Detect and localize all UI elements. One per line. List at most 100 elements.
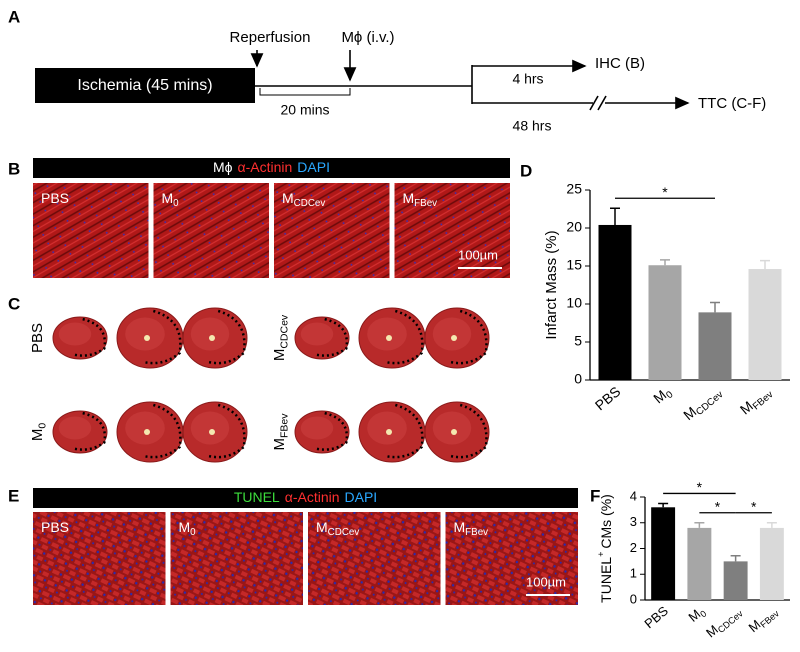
infarct-outline [385, 309, 424, 365]
lumen [144, 429, 150, 435]
label-sub: FBev [465, 527, 488, 538]
x-tick-label: PBS [592, 383, 624, 413]
bar [698, 312, 732, 380]
branch-2-time: 48 hrs [513, 118, 552, 134]
label-main: M [403, 190, 415, 206]
ischemia-block [35, 68, 255, 103]
bar [598, 224, 632, 380]
injection-label: Mϕ (i.v.) [341, 29, 394, 46]
significance-label: * [715, 498, 721, 514]
bar [648, 265, 682, 380]
label: PBS [41, 519, 69, 535]
heart-shade [300, 416, 334, 440]
heart-shade [432, 317, 472, 351]
micrograph [308, 512, 441, 605]
branch-2-target: TTC (C-F) [698, 95, 766, 112]
y-axis-label-sup: + [596, 552, 606, 557]
infarct-outline [316, 411, 349, 451]
label-main: M [454, 519, 466, 535]
micrograph [33, 183, 149, 278]
interval-bracket [259, 88, 351, 96]
y-axis-label-main: Infarct Mass (%) [543, 230, 560, 339]
error-bar [610, 207, 620, 225]
heart-shade [190, 411, 230, 445]
heart-shade [125, 411, 165, 445]
label-main: PBS [29, 323, 46, 353]
x-tick-sub: FBev [759, 608, 782, 630]
scale-bar-label: 100µm [458, 247, 498, 262]
x-tick-label: MCDCev [680, 383, 725, 425]
stain-header [33, 158, 510, 178]
y-tick-label: 25 [566, 181, 582, 197]
x-tick-main: PBS [592, 383, 624, 413]
lumen [144, 335, 150, 341]
y-tick-label: 5 [574, 333, 582, 349]
panel-label: E [8, 486, 19, 505]
label-main: M [316, 519, 328, 535]
label: MCDCev [282, 190, 325, 209]
heart-shade [367, 317, 407, 351]
panel-label: F [590, 486, 600, 505]
bar [723, 561, 748, 600]
significance-label: * [697, 479, 703, 495]
significance-label: * [662, 184, 668, 200]
micrograph [394, 183, 510, 278]
reperfusion-label: Reperfusion [230, 29, 311, 46]
connector [589, 95, 599, 111]
stain-name: DAPI [297, 159, 330, 175]
label-main: M [29, 429, 46, 442]
label-sub: CDCev [294, 198, 326, 209]
error-bar [766, 522, 777, 528]
micrograph [445, 512, 578, 605]
y-tick-label: 1 [630, 566, 637, 581]
infarct-outline [143, 403, 182, 459]
panel-label: C [8, 294, 20, 313]
stain-name: Mϕ [213, 159, 233, 175]
label: MFBev [454, 519, 489, 538]
panel-label: D [520, 161, 532, 180]
label-sub: 0 [36, 423, 48, 429]
label-sub: CDCev [278, 314, 290, 349]
branch-1-target: IHC (B) [595, 55, 645, 72]
x-tick-sub: 0 [664, 389, 676, 401]
label: M0 [162, 190, 180, 209]
label: MCDCev [316, 519, 359, 538]
label-main: M [162, 190, 174, 206]
y-tick-label: 20 [566, 219, 582, 235]
lumen [451, 429, 457, 435]
stain-name: α-Actinin [285, 489, 340, 505]
panel-label: B [8, 159, 20, 178]
y-tick-label: 2 [630, 540, 637, 555]
label-main: M [271, 438, 288, 451]
y-tick-label: 15 [566, 257, 582, 273]
y-tick-label: 0 [630, 591, 637, 606]
label-main: PBS [41, 519, 69, 535]
label-main: PBS [41, 190, 69, 206]
x-tick-label: M0 [650, 383, 676, 409]
stain-header [33, 488, 578, 508]
x-tick-label: PBS [642, 603, 672, 631]
infarct-outline [385, 403, 424, 459]
y-axis-label: TUNEL+ CMs (%) [596, 494, 613, 603]
lumen [451, 335, 457, 341]
label: MFBev [403, 190, 438, 209]
stain-name: α-Actinin [238, 159, 293, 175]
lumen [386, 429, 392, 435]
micrograph [274, 183, 390, 278]
heart-shade [125, 317, 165, 351]
x-tick-sub: CDCev [716, 608, 745, 635]
x-tick-label: MFBev [746, 603, 782, 637]
label-main: M [179, 519, 191, 535]
ischemia-label: Ischemia (45 mins) [77, 77, 212, 94]
y-axis-label-main: TUNEL [598, 557, 614, 603]
x-tick-label: MCDCev [703, 603, 745, 642]
label-main: M [282, 190, 294, 206]
branch-1-time: 4 hrs [512, 71, 543, 87]
infarct-outline [74, 317, 107, 357]
label: M0 [179, 519, 197, 538]
bar [687, 527, 712, 600]
heart-shade [300, 322, 334, 346]
label: PBS [29, 323, 46, 353]
infarct-outline [74, 411, 107, 451]
